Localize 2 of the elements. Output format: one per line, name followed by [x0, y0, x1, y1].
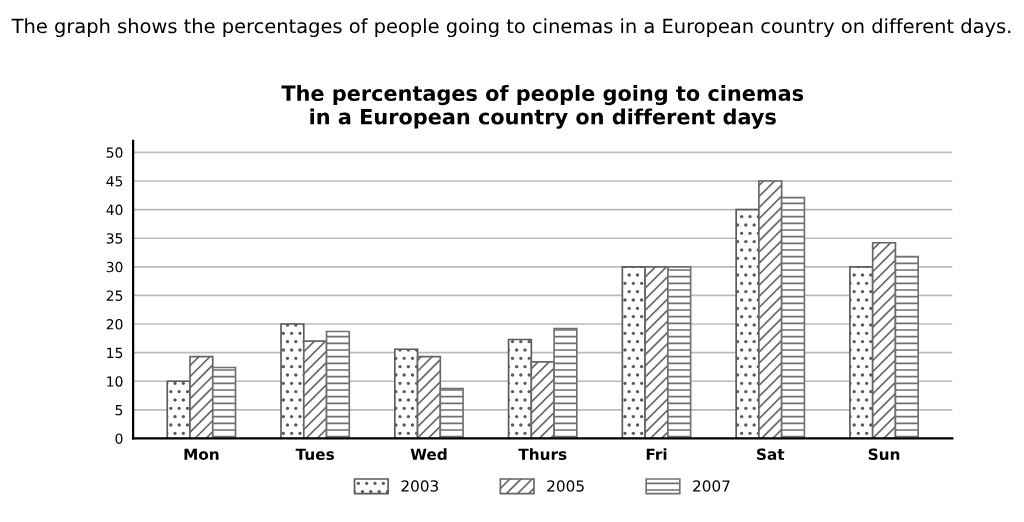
chart-title: The percentages of people going to cinemas in a European country on different days	[281, 84, 804, 129]
text: The graph shows the percentages of people going to cinemas in a European country on different days.	[11, 18, 1011, 38]
